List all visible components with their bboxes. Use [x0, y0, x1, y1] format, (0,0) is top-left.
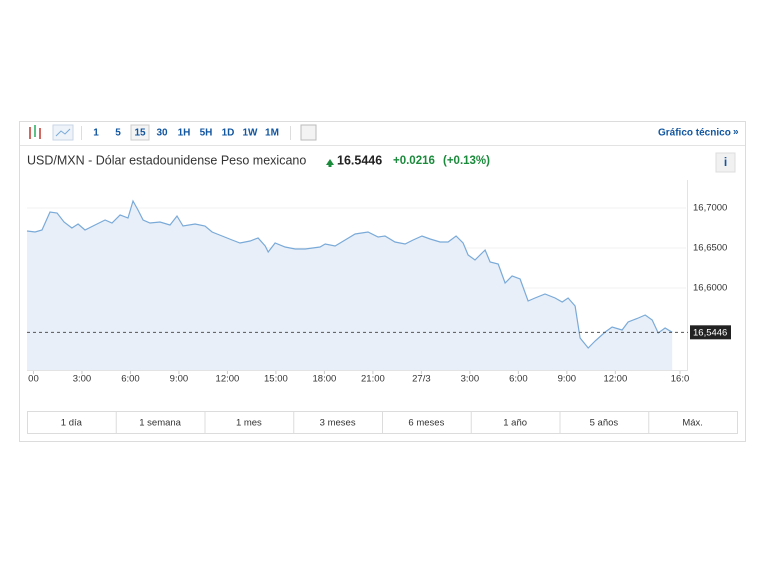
x-tick-label: 16:0	[671, 374, 690, 385]
interval-button[interactable]: 1H	[178, 128, 191, 139]
x-tick-label: 6:00	[509, 374, 528, 385]
x-tick-label: 12:00	[216, 374, 240, 385]
x-tick-label: 18:00	[313, 374, 337, 385]
interval-button[interactable]: 5H	[200, 128, 213, 139]
y-tick-label: 16,6500	[693, 243, 727, 254]
interval-button[interactable]: 1D	[222, 128, 235, 139]
area-icon-line	[55, 128, 71, 137]
last-price-label: 16,5446	[693, 327, 727, 338]
x-tick-label: 21:00	[361, 374, 385, 385]
period-button[interactable]: 3 meses	[320, 418, 356, 429]
period-button[interactable]: 5 años	[590, 418, 619, 429]
period-button[interactable]: 6 meses	[408, 418, 444, 429]
interval-button[interactable]: 1	[93, 128, 99, 139]
x-tick-label: 9:00	[558, 374, 577, 385]
instrument-title: USD/MXN - Dólar estadounidense Peso mexi…	[27, 153, 306, 167]
period-button[interactable]: 1 día	[61, 418, 83, 429]
period-button[interactable]: 1 año	[503, 418, 527, 429]
x-tick-label: 12:00	[603, 374, 627, 385]
price-line	[26, 199, 673, 349]
interval-selected[interactable]	[130, 124, 150, 141]
interval-button[interactable]: 30	[156, 128, 168, 139]
up-arrow	[326, 159, 334, 167]
indicators-icon[interactable]	[300, 124, 317, 141]
price: 16.5446	[337, 153, 382, 167]
x-tick-label: 15:00	[264, 374, 288, 385]
x-tick-label: 3:00	[73, 374, 92, 385]
period-button[interactable]: Máx.	[682, 418, 703, 429]
interval-button[interactable]: 15	[134, 128, 146, 139]
interval-button[interactable]: 5	[115, 128, 121, 139]
x-tick-label: 3:00	[461, 374, 480, 385]
interval-button[interactable]: 1W	[243, 128, 259, 139]
x-tick-label: 6:00	[121, 374, 140, 385]
period-button[interactable]: 1 mes	[236, 418, 262, 429]
y-tick-label: 16,7000	[693, 203, 727, 214]
change-pct: (+0.13%)	[443, 155, 490, 167]
info-button[interactable]	[715, 152, 736, 173]
period-button[interactable]: 1 semana	[139, 418, 181, 429]
candle-icon[interactable]	[29, 125, 41, 139]
link-arrow[interactable]: »	[733, 127, 739, 138]
y-tick-label: 16,6000	[693, 283, 727, 294]
x-tick-label: 27/3	[412, 374, 431, 385]
last-price-box	[690, 325, 731, 340]
interval-button[interactable]: 1M	[265, 128, 279, 139]
info-label[interactable]: i	[724, 155, 727, 169]
x-tick-label: 9:00	[170, 374, 189, 385]
x-tick-label: 00	[28, 374, 39, 385]
area	[27, 201, 673, 370]
technical-chart-link[interactable]: Gráfico técnico	[658, 128, 731, 139]
change: +0.0216	[393, 155, 435, 167]
